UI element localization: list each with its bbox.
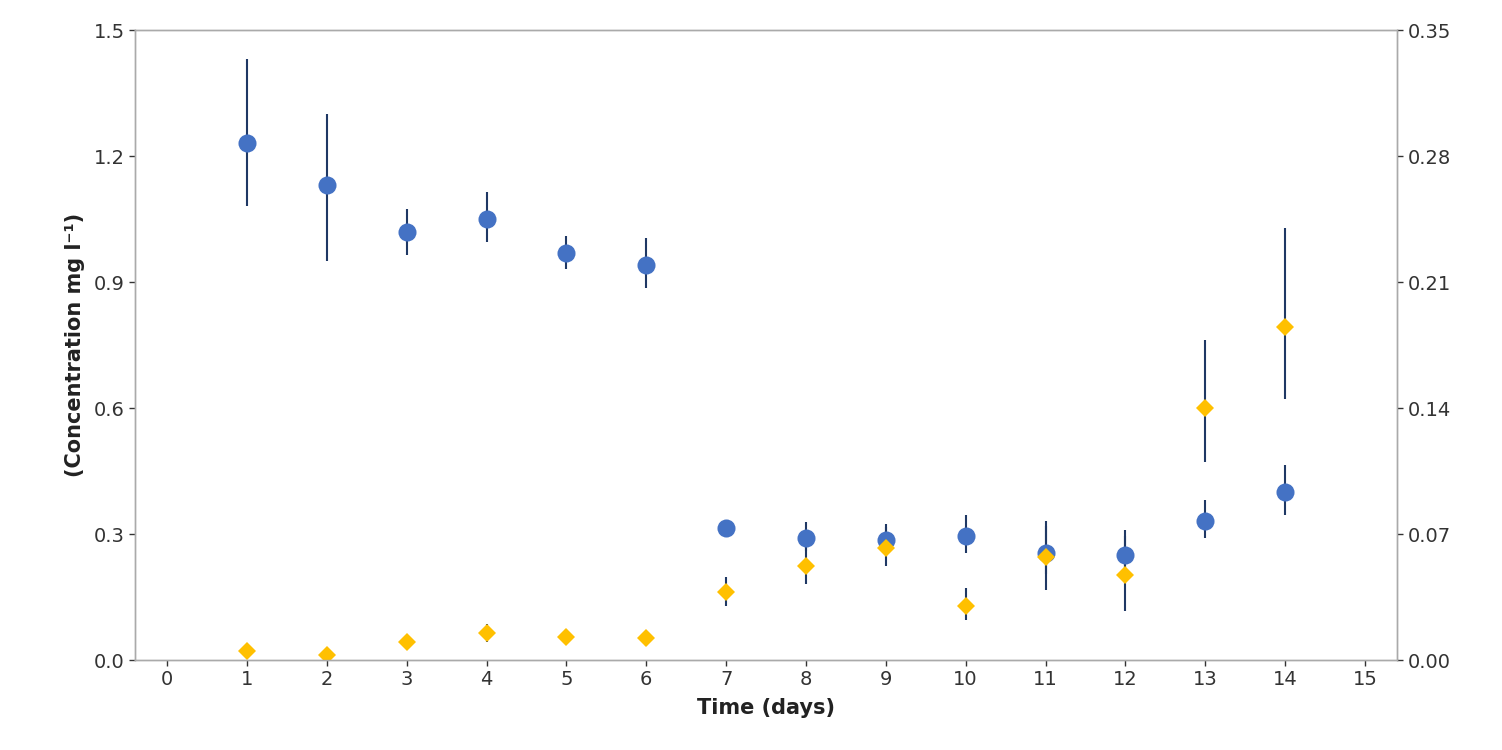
Y-axis label: (Concentration mg l⁻¹): (Concentration mg l⁻¹) bbox=[65, 213, 86, 477]
X-axis label: Time (days): Time (days) bbox=[697, 698, 835, 718]
